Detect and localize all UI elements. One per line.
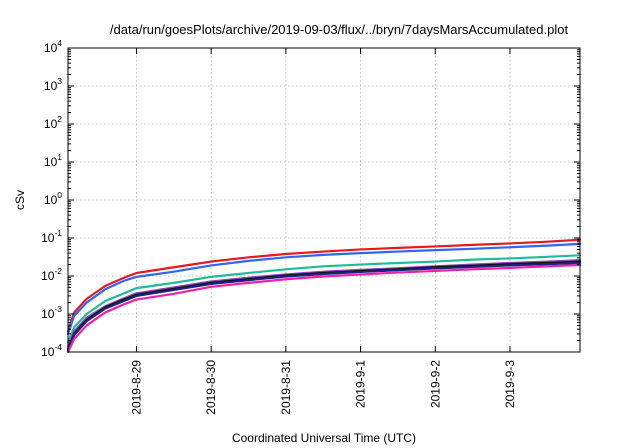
axis-ticks (68, 47, 580, 353)
x-tick-label: 2019-8-29 (129, 360, 143, 415)
y-tick-label: 10-4 (41, 342, 62, 359)
x-tick-label: 2019-9-2 (428, 360, 442, 408)
chart-title: /data/run/goesPlots/archive/2019-09-03/f… (110, 22, 569, 37)
y-tick-label: 10-1 (41, 228, 62, 245)
y-tick-label: 10-2 (41, 266, 62, 283)
y-axis-title: cSv (13, 190, 27, 210)
series-line-3 (66, 254, 582, 344)
y-tick-label: 102 (44, 114, 62, 131)
x-axis: 2019-8-29 2019-8-30 2019-8-31 2019-9-1 2019-… (129, 360, 516, 415)
series-group (66, 238, 582, 354)
x-tick-label: 2019-9-3 (503, 360, 517, 408)
y-axis: 10-4 10-3 10-2 10-1 100 101 102 103 104 (41, 38, 62, 359)
y-tick-label: 10-3 (41, 304, 62, 321)
x-axis-title: Coordinated Universal Time (UTC) (232, 431, 416, 445)
y-tick-label: 104 (44, 38, 62, 55)
y-tick-label: 100 (44, 190, 62, 207)
y-tick-label: 101 (44, 152, 62, 169)
x-tick-label: 2019-9-1 (354, 360, 368, 408)
series-line-6 (66, 261, 582, 352)
series-line-7 (66, 263, 582, 354)
grid (68, 48, 580, 352)
x-tick-label: 2019-8-30 (204, 360, 218, 415)
series-line-1 (66, 238, 582, 333)
series-line-2 (66, 242, 582, 335)
y-tick-label: 103 (44, 76, 62, 93)
x-tick-label: 2019-8-31 (279, 360, 293, 415)
